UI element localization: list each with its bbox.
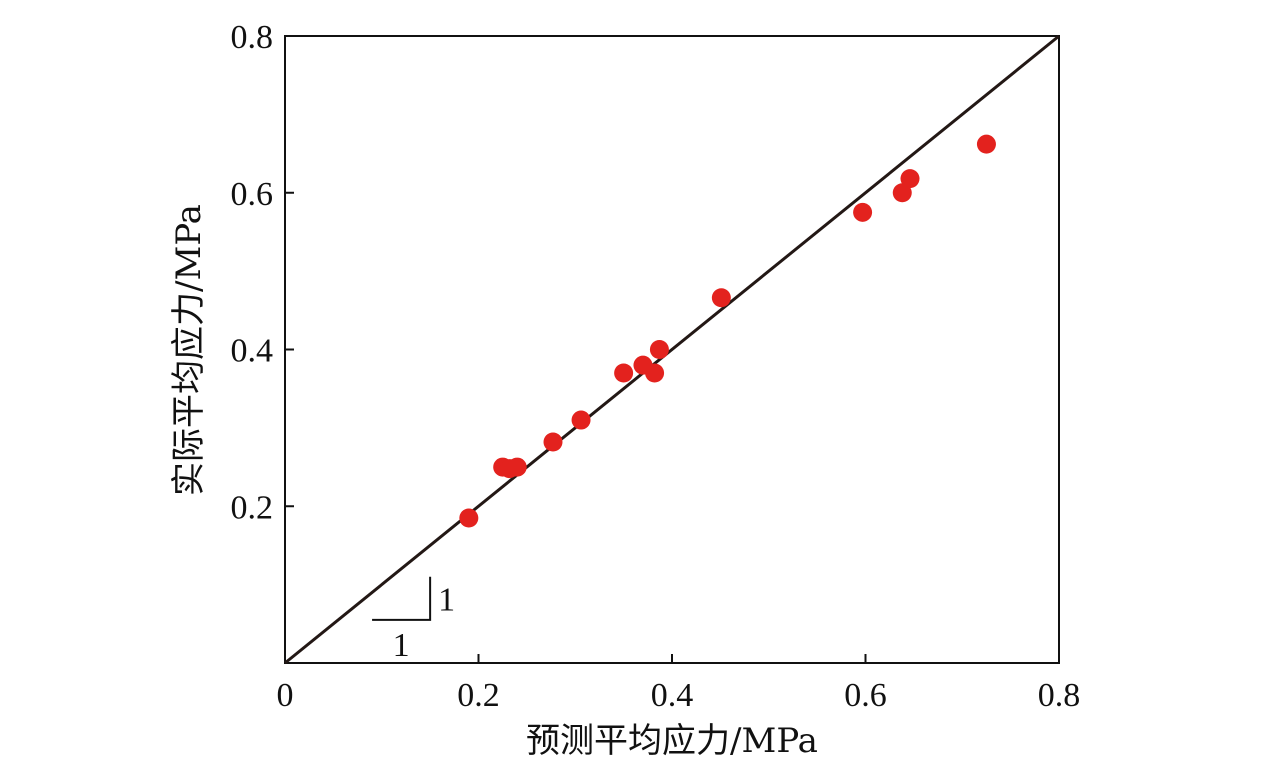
- data-point-9: [649, 340, 669, 359]
- y-tick-label-3: 0.8: [231, 19, 274, 56]
- data-point-14: [976, 134, 996, 154]
- x-tick-label-3: 0.6: [844, 677, 887, 714]
- plot-area: 0 0.2 0.4 0.6 0.8 0.2 0.4 0.6 0.8 11: [231, 19, 1081, 714]
- data-point-8: [645, 363, 665, 383]
- y-tick-label-2: 0.6: [231, 176, 274, 213]
- data-point-3: [507, 457, 527, 477]
- x-tick-label-4: 0.8: [1038, 677, 1081, 714]
- data-point-13: [900, 169, 920, 189]
- slope-triangle: [372, 576, 432, 621]
- x-tick-label-0: 0: [277, 677, 294, 714]
- slope-run-label: 1: [393, 627, 410, 664]
- data-point-11: [853, 202, 873, 222]
- x-axis-title: 预测平均应力/MPa: [526, 721, 818, 761]
- data-point-5: [571, 410, 591, 430]
- x-tick-label-2: 0.4: [651, 677, 694, 714]
- y-tick-label-1: 0.4: [231, 333, 274, 370]
- data-point-0: [459, 508, 479, 528]
- y-tick-label-0: 0.2: [231, 489, 274, 526]
- reference-line-1-1: [284, 34, 1060, 665]
- data-point-12: [892, 183, 912, 203]
- x-tick-label-1: 0.2: [457, 677, 500, 714]
- data-point-10: [711, 288, 731, 308]
- y-axis-title: 实际平均应力/MPa: [169, 204, 209, 496]
- data-point-4: [543, 432, 563, 452]
- data-point-6: [614, 363, 634, 383]
- slope-rise-label: 1: [438, 581, 455, 618]
